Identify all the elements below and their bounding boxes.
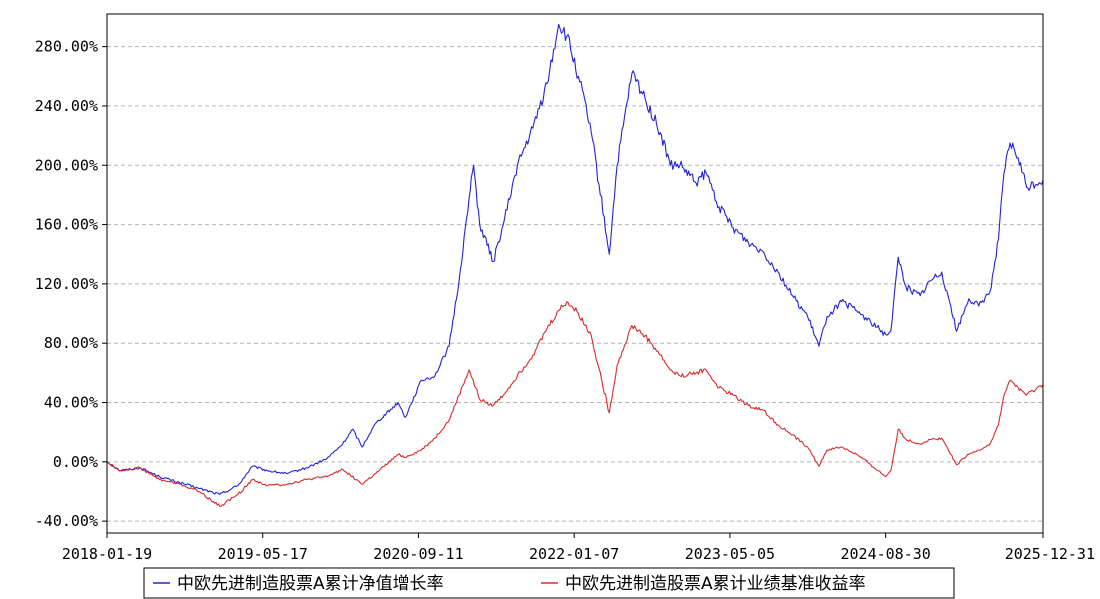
x-tick-label: 2023-05-05 xyxy=(685,545,775,563)
series-lines xyxy=(106,23,1044,507)
y-tick-label: 120.00% xyxy=(35,275,98,293)
y-tick-label: 160.00% xyxy=(35,216,98,234)
y-tick-label: 80.00% xyxy=(44,334,98,352)
x-tick-label: 2018-01-19 xyxy=(62,545,152,563)
y-tick-label: 240.00% xyxy=(35,97,98,115)
plot-frame xyxy=(106,13,1044,534)
legend-label-series-1: 中欧先进制造股票A累计净值增长率 xyxy=(177,574,444,594)
x-axis: 2018-01-19 2019-05-17 2020-09-11 2022-01-07… xyxy=(62,533,1095,563)
grid-lines xyxy=(107,46,1043,522)
x-tick-label: 2022-01-07 xyxy=(529,545,619,563)
x-tick-label: 2019-05-17 xyxy=(218,545,308,563)
y-axis: -40.00% 0.00% 40.00% 80.00% 120.00% 160.00% 20… xyxy=(35,38,107,530)
legend-label-series-2: 中欧先进制造股票A累计业绩基准收益率 xyxy=(565,574,866,594)
y-tick-label: 40.00% xyxy=(44,394,98,412)
y-tick-label: -40.00% xyxy=(35,512,98,530)
legend: 中欧先进制造股票A累计净值增长率 中欧先进制造股票A累计业绩基准收益率 xyxy=(143,567,955,599)
y-tick-label: 0.00% xyxy=(53,453,98,471)
series-line-1 xyxy=(106,23,1044,495)
series-line-2 xyxy=(106,301,1044,507)
y-tick-label: 200.00% xyxy=(35,156,98,174)
x-tick-label: 2024-08-30 xyxy=(841,545,931,563)
x-tick-label: 2025-12-31 xyxy=(1005,545,1095,563)
x-tick-label: 2020-09-11 xyxy=(373,545,463,563)
y-tick-label: 280.00% xyxy=(35,38,98,56)
